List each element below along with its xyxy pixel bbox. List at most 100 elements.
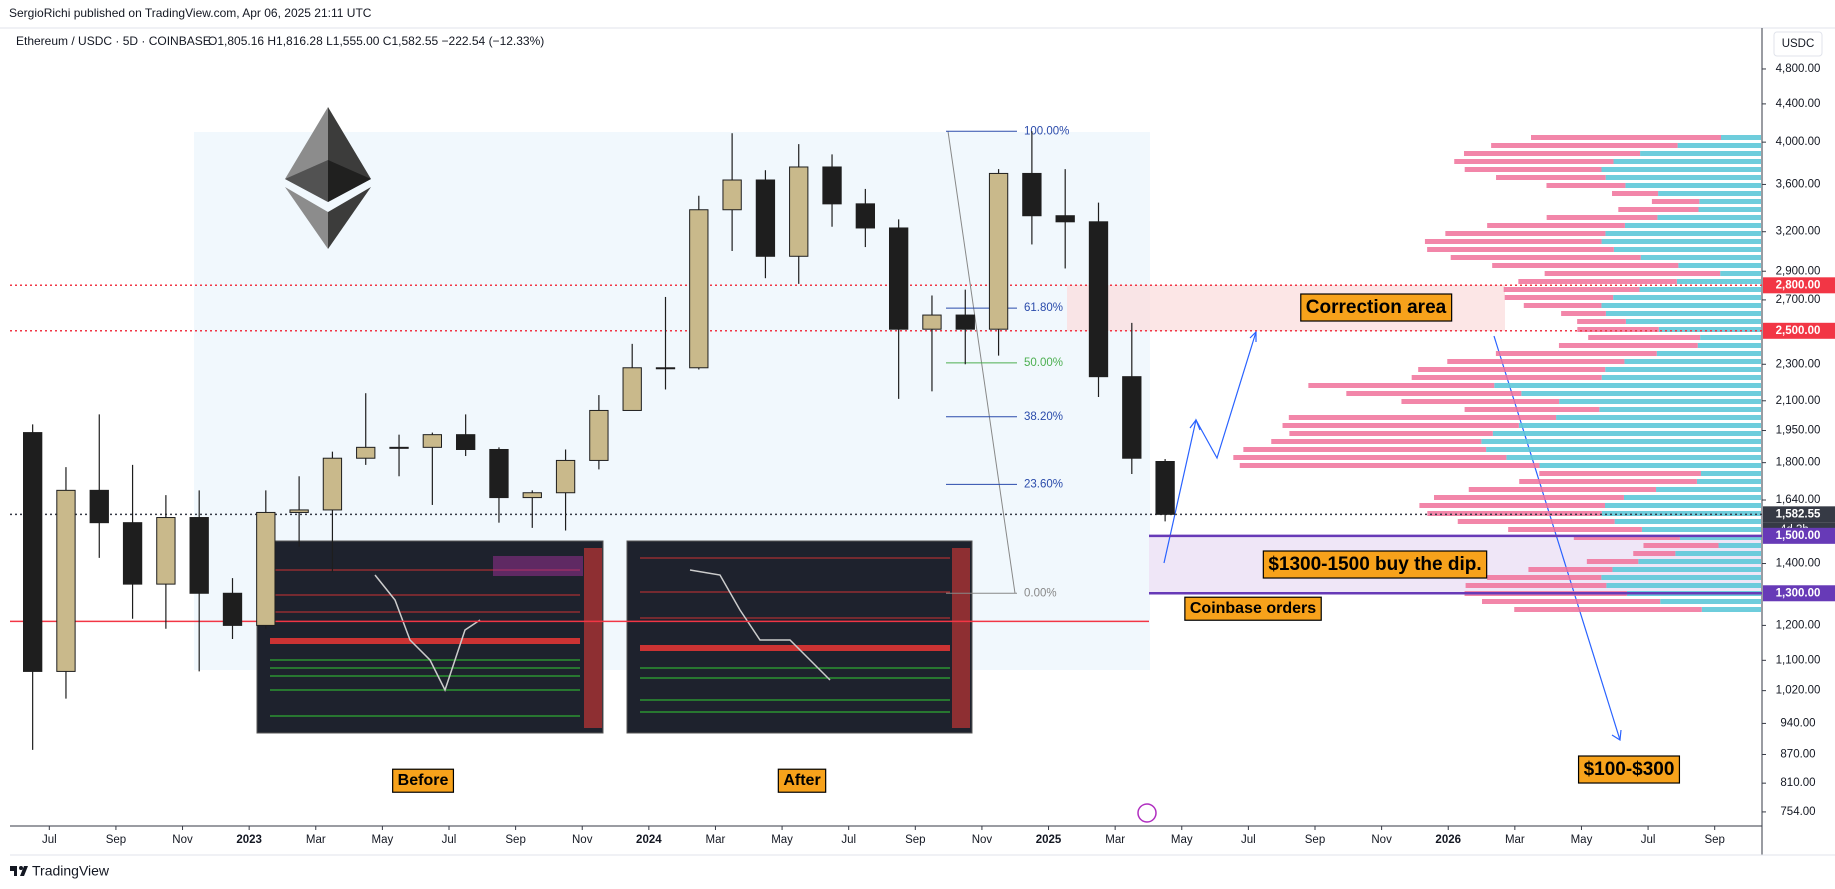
x-tick-label: May (1171, 834, 1193, 846)
volume-profile-row (1233, 455, 1507, 460)
candle-body (888, 227, 909, 330)
volume-profile-row (1657, 215, 1761, 220)
volume-profile-row (1639, 287, 1761, 292)
x-tick-label: Nov (972, 834, 993, 846)
volume-profile-row (1346, 391, 1522, 396)
volume-profile-row (1613, 247, 1761, 252)
volume-profile-row (1447, 359, 1625, 364)
annotation: Coinbase orders (1184, 596, 1322, 621)
x-tick-label: Mar (1505, 834, 1525, 846)
volume-profile-row (1588, 335, 1701, 340)
volume-profile-row (1561, 311, 1606, 316)
x-tick-label: Sep (505, 834, 525, 846)
x-tick-label: Sep (1704, 834, 1724, 846)
y-tick-label: 1,800.00 (1776, 457, 1821, 469)
candle-body (1122, 376, 1142, 459)
x-tick-label: Nov (572, 834, 593, 846)
volume-profile-row (1640, 255, 1761, 260)
y-tick-label: 1,100.00 (1776, 654, 1821, 666)
idea-icon[interactable] (1137, 803, 1157, 823)
candle (289, 476, 309, 547)
volume-profile-row (1556, 415, 1761, 420)
volume-profile-row (1601, 575, 1761, 580)
volume-profile-row (1464, 407, 1600, 412)
volume-profile-row (1701, 607, 1761, 612)
price-label: 1,500.00 (1776, 530, 1821, 542)
fib-label: 0.00% (1024, 587, 1057, 599)
volume-profile-row (1521, 391, 1761, 396)
volume-profile-row (1601, 303, 1761, 308)
annotation-box (1184, 596, 1322, 621)
volume-profile-row (1625, 319, 1761, 324)
volume-profile-row (1546, 183, 1626, 188)
volume-profile-row (1523, 303, 1602, 308)
volume-profile-row (1697, 343, 1761, 348)
volume-profile-row (1656, 351, 1761, 356)
price-label-box (1763, 277, 1835, 294)
y-tick-label: 1,640.00 (1776, 494, 1821, 506)
volume-profile-row (1559, 399, 1761, 404)
y-tick-label: 3,200.00 (1776, 226, 1821, 238)
volume-profile-row (1289, 431, 1493, 436)
candle (1088, 202, 1109, 397)
volume-profile-row (1506, 455, 1761, 460)
y-tick-label: 4,800.00 (1776, 63, 1821, 75)
candle (389, 434, 409, 477)
candle-body (56, 489, 76, 672)
volume-profile-row (1618, 207, 1699, 212)
candle-body (1155, 461, 1175, 515)
candle (755, 170, 776, 279)
volume-profile-row (1677, 143, 1761, 148)
annotation: $1300-1500 buy the dip. (1262, 550, 1488, 579)
x-tick-label: May (372, 834, 394, 846)
candle (222, 578, 243, 640)
volume-profile-row (1624, 223, 1761, 228)
volume-profile-row (1514, 607, 1702, 612)
volume-profile-row (1573, 535, 1680, 540)
currency-button[interactable] (1773, 31, 1823, 57)
candle (988, 169, 1009, 356)
volume-profile-row (1411, 375, 1602, 380)
volume-profile-row (1601, 239, 1761, 244)
x-tick-label: Jul (442, 834, 457, 846)
volume-profile-row (1678, 263, 1761, 268)
candle (689, 195, 709, 370)
x-tick-label: Mar (1105, 834, 1125, 846)
fib-label: 38.20% (1024, 411, 1063, 423)
candle (888, 219, 909, 399)
y-tick-label: 810.00 (1780, 777, 1815, 789)
volume-profile-row (1720, 271, 1761, 276)
volume-profile-row (1288, 415, 1557, 420)
candle (189, 490, 209, 672)
x-tick-label: Jul (841, 834, 856, 846)
volume-profile-row (1623, 495, 1761, 500)
candle-body (156, 517, 176, 585)
candle-body (22, 432, 43, 672)
candle-body (356, 446, 376, 459)
annotation-box (1300, 293, 1453, 322)
x-tick-label: Mar (706, 834, 726, 846)
candle (356, 393, 376, 465)
volume-profile-row (1679, 535, 1761, 540)
volume-profile-row (1544, 271, 1721, 276)
volume-profile-row (1658, 191, 1761, 196)
volume-profile-row (1308, 383, 1495, 388)
candle-body (222, 592, 243, 626)
volume-profile-row (1614, 519, 1761, 524)
y-tick-label: 1,400.00 (1776, 558, 1821, 570)
annotation-text: Before (398, 772, 449, 789)
volume-profile-row (1558, 343, 1698, 348)
candle (589, 395, 609, 470)
volume-profile-row (1660, 599, 1761, 604)
candle (322, 451, 343, 573)
candle-body (422, 434, 443, 448)
volume-profile-row (1491, 143, 1678, 148)
annotation: After (777, 768, 827, 793)
volume-profile-row (1450, 255, 1641, 260)
price-label: 1,300.00 (1776, 587, 1821, 599)
candle-body (256, 511, 276, 626)
volume-profile-row (1700, 335, 1761, 340)
candle-body (988, 172, 1009, 330)
volume-profile-row (1640, 151, 1761, 156)
